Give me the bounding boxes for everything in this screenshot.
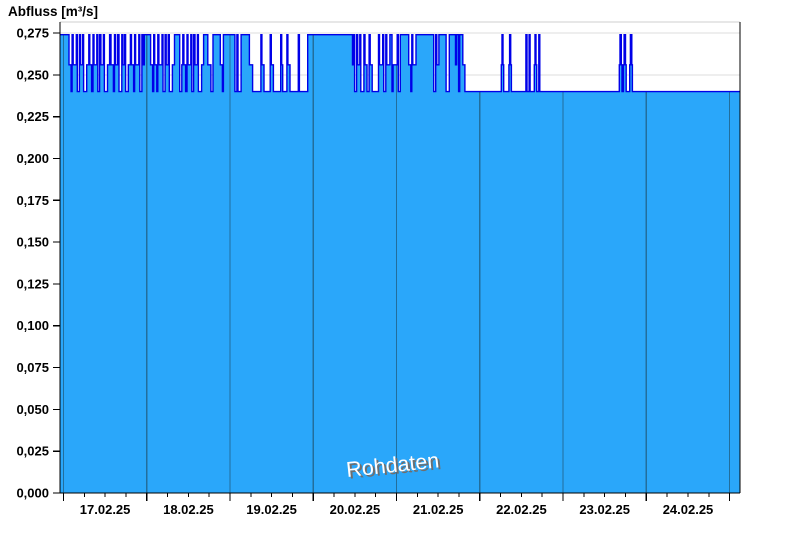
x-tick-label: 23.02.25 (579, 502, 630, 517)
y-tick-label: 0,100 (16, 318, 49, 333)
y-tick-label: 0,275 (16, 26, 49, 41)
plot-frame (59, 22, 741, 494)
y-tick-label: 0,125 (16, 276, 49, 291)
discharge-area-fill (60, 34, 740, 493)
y-tick-label: 0,050 (16, 402, 49, 417)
x-tick-label: 21.02.25 (413, 502, 464, 517)
y-tick-label: 0,025 (16, 444, 49, 459)
x-tick-label: 20.02.25 (330, 502, 381, 517)
x-axis-labels: 17.02.25 18.02.25 19.02.25 20.02.25 21.02.25… (80, 502, 714, 517)
x-tick-label: 19.02.25 (246, 502, 297, 517)
y-axis-labels: 0,000 0,025 0,050 0,075 0,100 0,125 0,150 0,175… (16, 26, 49, 501)
y-tick-label: 0,250 (16, 67, 49, 82)
x-tick-label: 24.02.25 (663, 502, 714, 517)
axis-ticks (53, 32, 731, 501)
x-tick-label: 17.02.25 (80, 502, 131, 517)
y-tick-label: 0,150 (16, 235, 49, 250)
discharge-step-line (60, 34, 740, 93)
y-axis-title: Abfluss [m³/s] (8, 4, 98, 19)
day-boundary-gridlines (62, 34, 731, 493)
y-tick-label: 0,000 (16, 486, 49, 501)
y-tick-label: 0,075 (16, 360, 49, 375)
x-tick-label: 18.02.25 (163, 502, 214, 517)
y-tick-label: 0,200 (16, 151, 49, 166)
y-tick-label: 0,225 (16, 109, 49, 124)
x-tick-label: 22.02.25 (496, 502, 547, 517)
y-tick-label: 0,175 (16, 193, 49, 208)
